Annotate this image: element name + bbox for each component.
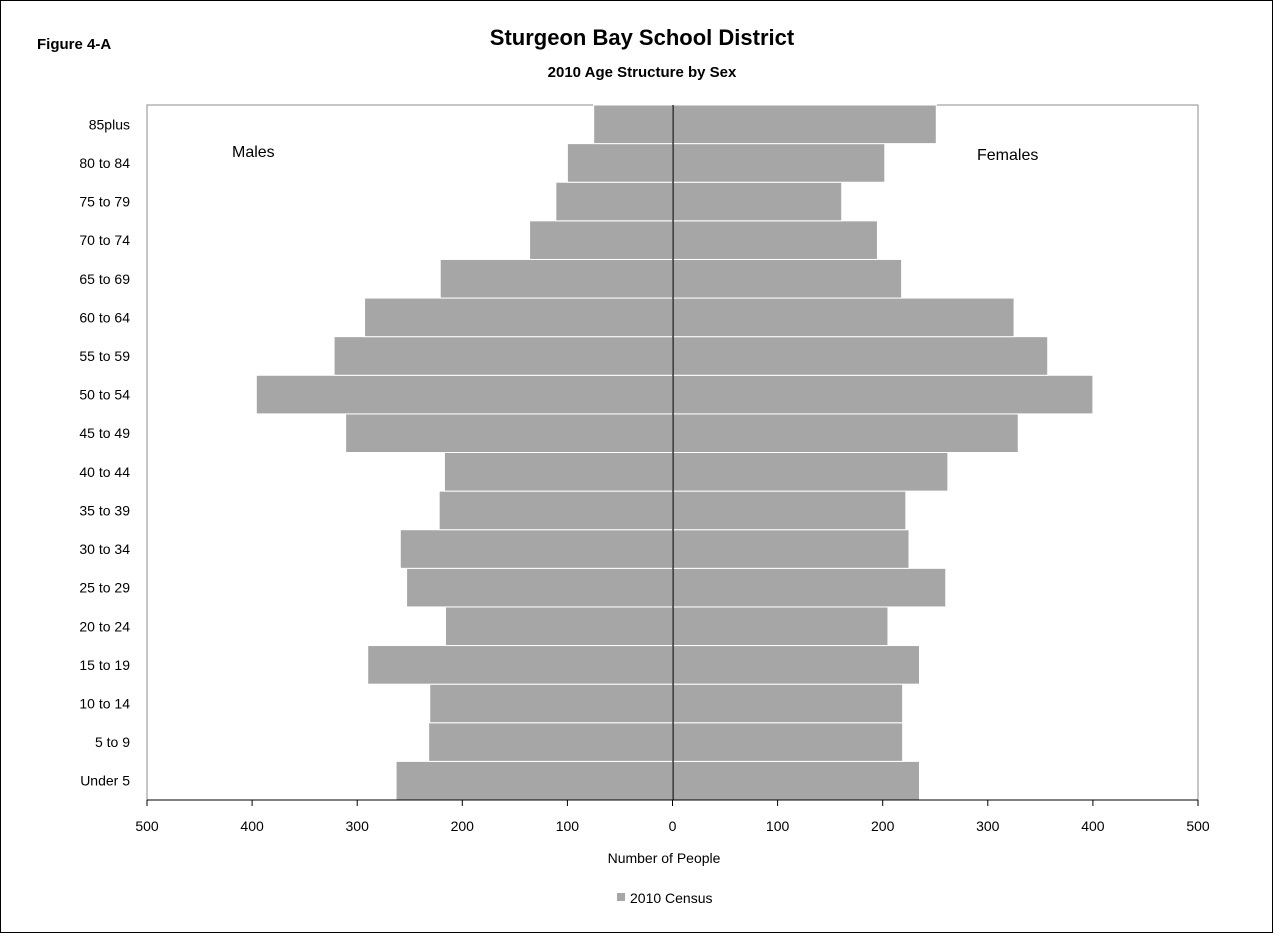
females-label: Females [977,147,1038,164]
bar-left-14 [529,220,674,260]
bar-right-16 [672,143,886,183]
bar-right-12 [672,297,1015,338]
category-label: 70 to 74 [79,232,130,248]
males-label: Males [232,144,275,161]
x-tick-label: 300 [976,818,1000,834]
legend-swatch [617,893,625,901]
bar-left-16 [566,143,674,183]
bar-left-13 [439,258,673,299]
bar-right-13 [672,258,903,299]
legend-label: 2010 Census [630,890,713,906]
bar-right-8 [672,452,949,492]
chart-subtitle: 2010 Age Structure by Sex [548,64,737,81]
category-label: 85plus [89,116,130,132]
category-label: 45 to 49 [79,425,130,441]
bar-left-2 [429,683,673,724]
bar-left-9 [345,413,673,453]
bar-left-17 [593,104,673,145]
x-tick-label: 200 [871,818,895,834]
category-label: 25 to 29 [79,580,130,596]
x-tick-label: 0 [669,818,677,834]
x-tick-label: 500 [135,818,159,834]
bar-right-17 [672,104,937,145]
category-label: 50 to 54 [79,387,130,403]
x-tick-label: 400 [1081,818,1105,834]
bar-right-11 [672,336,1049,376]
chart-title: Sturgeon Bay School District [490,25,795,50]
figure-label: Figure 4-A [37,36,111,53]
bar-right-14 [672,220,878,260]
category-label: Under 5 [80,773,130,789]
x-tick-label: 100 [556,818,580,834]
category-label: 80 to 84 [79,155,130,171]
bar-left-11 [333,336,673,376]
x-tick-label: 300 [346,818,370,834]
bar-right-4 [672,606,889,647]
category-labels: Under 5 5 to 9 10 to 14 15 to 19 20 to 24 25 … [79,116,130,788]
bar-left-4 [444,606,674,647]
bar-left-10 [255,374,673,415]
x-tick-label: 100 [766,818,790,834]
x-tick-label: 200 [451,818,475,834]
category-label: 65 to 69 [79,271,130,287]
x-axis-ticks: 500 400 300 200 100 0 100 200 300 400 500 [135,800,1210,834]
bar-right-1 [672,722,904,762]
category-label: 15 to 19 [79,657,130,673]
bar-right-15 [672,181,843,222]
x-axis-title: Number of People [608,850,721,866]
category-label: 20 to 24 [79,618,130,634]
bar-right-7 [672,490,907,531]
bar-right-5 [672,567,947,608]
bar-left-0 [395,760,673,801]
category-label: 10 to 14 [79,695,130,711]
category-label: 60 to 64 [79,309,130,325]
bar-left-7 [438,490,674,531]
bar-right-6 [672,529,910,569]
bar-right-10 [672,374,1094,415]
bar-left-12 [364,297,673,338]
bar-left-8 [443,452,674,492]
bar-left-1 [428,722,673,762]
category-label: 5 to 9 [95,734,130,750]
bar-left-5 [406,567,673,608]
bar-left-3 [367,645,673,685]
x-tick-label: 400 [240,818,264,834]
x-tick-label: 500 [1186,818,1210,834]
bar-left-6 [399,529,673,569]
category-label: 30 to 34 [79,541,130,557]
bar-right-2 [672,683,904,724]
category-label: 40 to 44 [79,464,130,480]
bars-group [255,104,1094,801]
category-label: 55 to 59 [79,348,130,364]
bar-right-9 [672,413,1019,453]
bar-right-3 [672,645,920,685]
category-label: 35 to 39 [79,502,130,518]
category-label: 75 to 79 [79,194,130,210]
bar-left-15 [555,181,673,222]
bar-right-0 [672,760,920,801]
